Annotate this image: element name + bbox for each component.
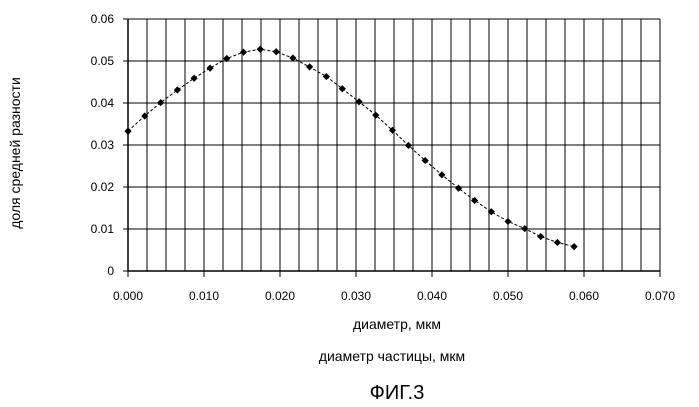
y-axis-label: доля средней разности — [7, 77, 23, 229]
x-tick-label: 0.050 — [493, 289, 523, 303]
data-point — [571, 243, 578, 250]
y-tick-label: 0.06 — [91, 12, 115, 26]
x-axis-label: диаметр, мкм — [353, 316, 441, 332]
x-tick-label: 0.000 — [113, 289, 143, 303]
y-tick-labels: 0 0.01 0.02 0.03 0.04 0.05 0.06 — [91, 12, 115, 278]
data-point — [471, 197, 478, 204]
y-tick-label: 0.03 — [91, 138, 115, 152]
data-point — [257, 46, 264, 53]
grid — [128, 19, 660, 271]
data-point — [537, 233, 544, 240]
y-tick-label: 0.04 — [91, 96, 115, 110]
x-tick-label: 0.040 — [417, 289, 447, 303]
data-point — [306, 63, 313, 70]
x-tick-label: 0.060 — [569, 289, 599, 303]
data-point — [157, 99, 164, 106]
data-point — [206, 65, 213, 72]
y-tick-label: 0.02 — [91, 180, 115, 194]
x-tick-label: 0.030 — [341, 289, 371, 303]
data-point — [124, 128, 131, 135]
data-point — [191, 75, 198, 82]
y-tick-label: 0.01 — [91, 222, 115, 236]
data-point — [273, 48, 280, 55]
data-point — [240, 49, 247, 56]
y-tick-label: 0.05 — [91, 54, 115, 68]
x-tick-label: 0.070 — [645, 289, 675, 303]
axis-subtitle: диаметр частицы, мкм — [319, 348, 465, 364]
data-point — [504, 218, 511, 225]
x-tick-label: 0.010 — [189, 289, 219, 303]
data-points — [124, 46, 577, 251]
x-tick-labels: 0.000 0.010 0.020 0.030 0.040 0.050 0.060 0.070 — [113, 289, 675, 303]
y-tick-label: 0 — [107, 264, 114, 278]
data-point — [554, 239, 561, 246]
figure-caption: ФИГ.3 — [370, 382, 425, 404]
x-tick-label: 0.020 — [265, 289, 295, 303]
data-point — [323, 73, 330, 80]
